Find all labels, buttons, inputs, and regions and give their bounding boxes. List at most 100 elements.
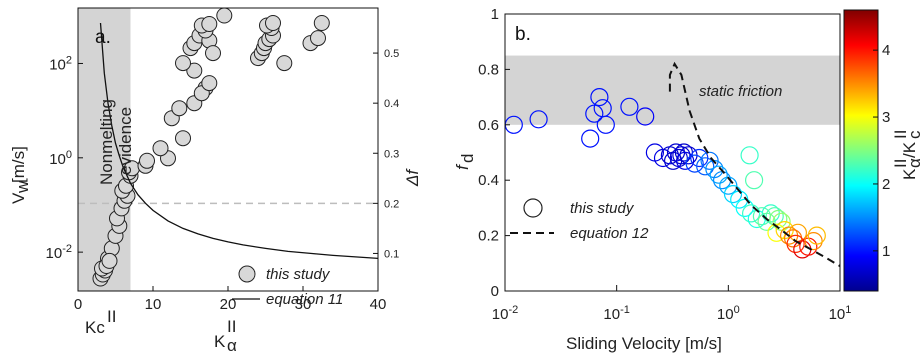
data-point bbox=[799, 237, 818, 256]
data-point bbox=[581, 129, 600, 148]
legend-circle-a bbox=[238, 265, 256, 283]
y-tick-label: 0.6 bbox=[478, 117, 499, 134]
data-point bbox=[672, 146, 691, 165]
shaded-label-line1: Nonmelting bbox=[97, 99, 116, 185]
kc-label: Kc II bbox=[85, 307, 116, 337]
colorbar-ticks: 1 2 3 4 bbox=[873, 42, 890, 260]
x-tick-label: 100 bbox=[717, 304, 740, 323]
data-point bbox=[205, 45, 221, 62]
y2-tick-label: 0.2 bbox=[384, 198, 399, 210]
data-point bbox=[529, 110, 548, 129]
x-tick-label: 40 bbox=[370, 296, 387, 313]
data-point bbox=[786, 234, 805, 253]
data-point bbox=[265, 15, 281, 31]
y2-tick-label: 0.4 bbox=[384, 98, 399, 110]
data-point bbox=[186, 62, 203, 79]
legend-a-scatter: this study bbox=[266, 266, 331, 283]
kc-label-sup: II bbox=[107, 307, 116, 326]
nonmelting-region bbox=[78, 8, 131, 291]
scatter-points-a bbox=[92, 7, 330, 287]
data-point bbox=[807, 226, 826, 245]
y-tick-label: 100 bbox=[49, 149, 72, 168]
y2-label: Δf bbox=[403, 168, 422, 187]
data-point bbox=[590, 87, 609, 107]
static-friction-band bbox=[505, 55, 840, 125]
colorbar-tick-label: 2 bbox=[882, 176, 890, 193]
data-point bbox=[216, 7, 233, 24]
data-point bbox=[171, 100, 188, 117]
cb-label-main: K bbox=[900, 168, 919, 180]
y-axis-label-a: V w [m/s] bbox=[9, 146, 32, 204]
data-point bbox=[101, 252, 118, 269]
equation-11-line bbox=[99, 22, 379, 260]
y-label-b-main: f bbox=[453, 163, 472, 170]
x-ticks-a: 0 10 20 30 40 bbox=[74, 286, 387, 313]
data-point bbox=[788, 223, 808, 242]
cb-label-sub: α bbox=[905, 158, 923, 168]
panel-b: static friction 10-2 10-1 100 101 0 0.2 0.4 0.… bbox=[453, 6, 923, 353]
data-point bbox=[675, 151, 695, 170]
y-label-main: V bbox=[9, 192, 28, 204]
colorbar-tick-label: 1 bbox=[882, 243, 890, 260]
y2-tick-label: 0.1 bbox=[384, 248, 399, 260]
shaded-label-line2: evidence bbox=[116, 107, 135, 175]
x-ticks-b: 10-2 10-1 100 101 bbox=[492, 285, 851, 323]
y-tick-label: 0.2 bbox=[478, 228, 499, 245]
colorbar-tick-label: 4 bbox=[882, 42, 890, 59]
y2-ticks-a: 0.1 0.2 0.3 0.4 0.5 bbox=[373, 48, 399, 260]
shaded-label: Nonmelting evidence bbox=[97, 99, 135, 185]
colorbar bbox=[843, 9, 879, 292]
colorbar-tick-label: 3 bbox=[882, 109, 890, 126]
band-label: static friction bbox=[699, 83, 782, 100]
data-point bbox=[772, 212, 791, 231]
data-point bbox=[152, 140, 169, 157]
kc-label-main: Kc bbox=[85, 318, 105, 337]
panel-label-b: b. bbox=[515, 24, 531, 45]
data-point bbox=[201, 16, 218, 32]
data-point bbox=[175, 55, 191, 72]
data-point bbox=[310, 30, 326, 47]
data-point bbox=[740, 146, 759, 165]
x-label-sub: α bbox=[227, 336, 237, 354]
data-point bbox=[139, 152, 155, 169]
data-point bbox=[596, 115, 615, 134]
data-point bbox=[175, 130, 191, 147]
y2-axis-label-a: Δf bbox=[403, 168, 422, 187]
y2-tick-label: 0.5 bbox=[384, 48, 399, 60]
data-point bbox=[723, 185, 743, 204]
equation-12-line bbox=[668, 61, 841, 267]
y-tick-label: 10-2 bbox=[46, 243, 72, 262]
y-tick-label: 0.4 bbox=[478, 172, 499, 189]
data-point bbox=[741, 204, 761, 223]
x-tick-label: 30 bbox=[295, 296, 312, 313]
x-tick-label: 0 bbox=[74, 296, 82, 313]
legend-circle-b bbox=[523, 198, 543, 218]
x-tick-label: 20 bbox=[220, 296, 237, 313]
y-ticks-b: 0 0.2 0.4 0.6 0.8 1 bbox=[478, 6, 510, 300]
cb-label-denom-sub: c bbox=[905, 130, 923, 139]
colorbar-label: K α II /K c II bbox=[891, 130, 923, 180]
panel-label-a: a. bbox=[95, 27, 111, 48]
y-tick-label: 102 bbox=[49, 54, 72, 73]
cb-label-denom: /K bbox=[900, 141, 919, 158]
x-axis-label-a: K α II bbox=[214, 317, 237, 354]
legend-a-line: equation 11 bbox=[266, 291, 343, 308]
legend-b: this study equation 12 bbox=[510, 198, 649, 242]
y-label-sub: w bbox=[13, 180, 32, 194]
data-point bbox=[709, 165, 728, 184]
y-axis-label-b: f d bbox=[453, 154, 477, 170]
data-point bbox=[696, 157, 715, 176]
data-point bbox=[744, 171, 764, 190]
legend-a: this study equation 11 bbox=[232, 265, 343, 308]
axes-frame-b bbox=[504, 13, 841, 292]
y-ticks-a: 10-2 100 102 bbox=[46, 54, 83, 262]
data-point bbox=[313, 15, 330, 31]
x-tick-label: 10 bbox=[145, 296, 162, 313]
x-tick-label: 10-1 bbox=[603, 304, 629, 323]
legend-b-scatter: this study bbox=[570, 200, 635, 217]
y-tick-label: 1 bbox=[491, 6, 499, 23]
data-point bbox=[804, 232, 823, 251]
y-label-b-sub: d bbox=[458, 154, 477, 163]
